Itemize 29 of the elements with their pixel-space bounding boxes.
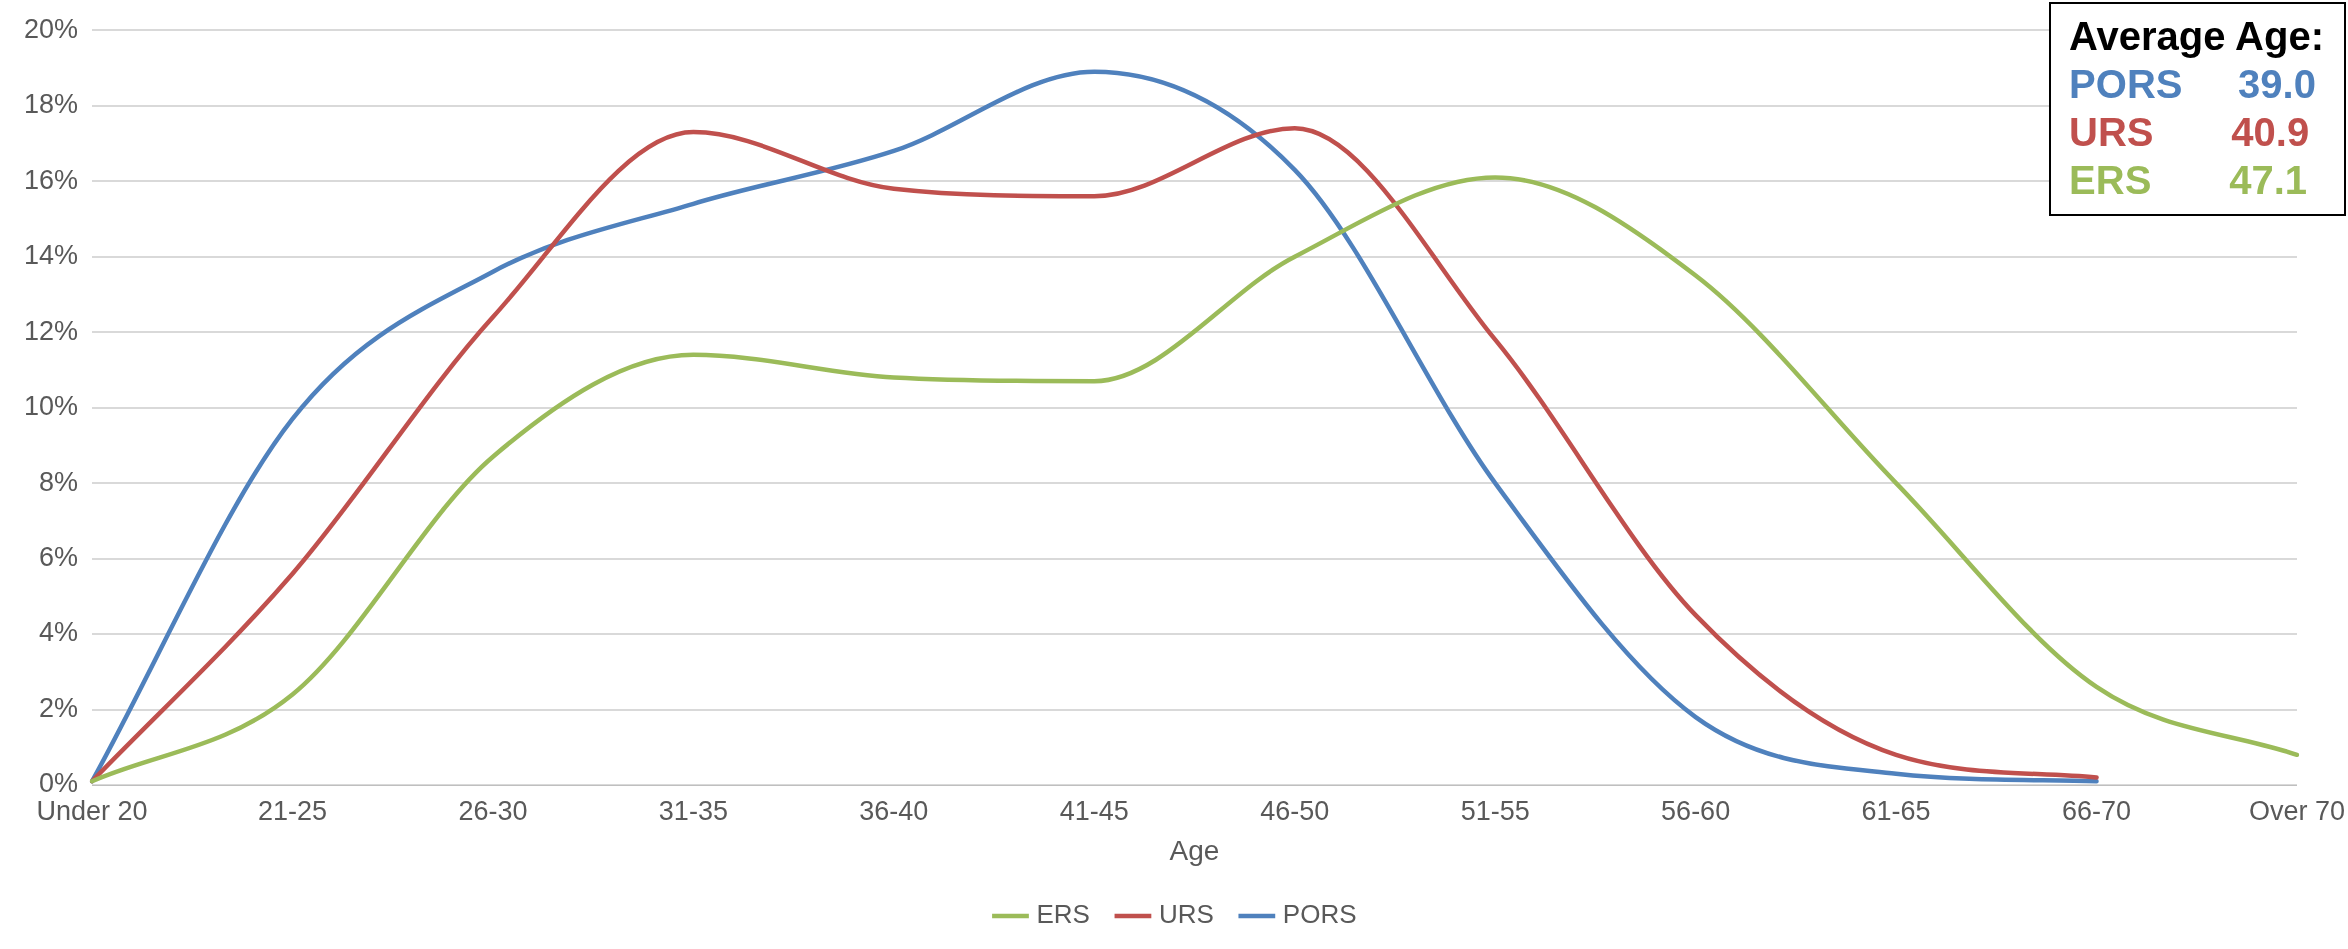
x-tick-label: 21-25 [257, 795, 328, 826]
y-tick-label: 10% [23, 391, 79, 422]
legend-label: ERS [1036, 899, 1090, 930]
y-tick-label: 12% [23, 315, 79, 346]
x-tick-label: 66-70 [2062, 795, 2132, 826]
x-tick-label: 26-30 [458, 795, 528, 826]
x-tick-label: 31-35 [658, 795, 728, 826]
y-tick-label: 4% [39, 617, 79, 648]
y-tick-label: 2% [39, 692, 79, 723]
y-tick-label: 18% [23, 89, 79, 120]
x-tick-label: 61-65 [1861, 795, 1931, 826]
y-tick-label: 16% [23, 164, 79, 195]
annotation: Average Age: [2069, 13, 2324, 60]
x-tick-label: 36-40 [859, 795, 929, 826]
x-axis-title: Age [1169, 834, 1220, 866]
y-tick-label: 8% [39, 466, 79, 497]
x-tick-label: 46-50 [1260, 795, 1330, 826]
legend-label: URS [1158, 899, 1214, 930]
annotation: ERS 47.1 [2069, 157, 2308, 204]
y-tick-label: 14% [23, 240, 79, 271]
x-tick-label: 41-45 [1059, 795, 1129, 826]
legend-label: PORS [1282, 899, 1357, 930]
x-tick-label: 51-55 [1460, 795, 1530, 826]
annotation: PORS 39.0 [2069, 61, 2317, 108]
y-tick-label: 6% [39, 542, 79, 573]
x-tick-label: 56-60 [1661, 795, 1731, 826]
y-tick-label: 20% [23, 13, 79, 44]
annotation: URS 40.9 [2069, 109, 2311, 156]
x-tick-label: Over 70 [2248, 795, 2345, 826]
